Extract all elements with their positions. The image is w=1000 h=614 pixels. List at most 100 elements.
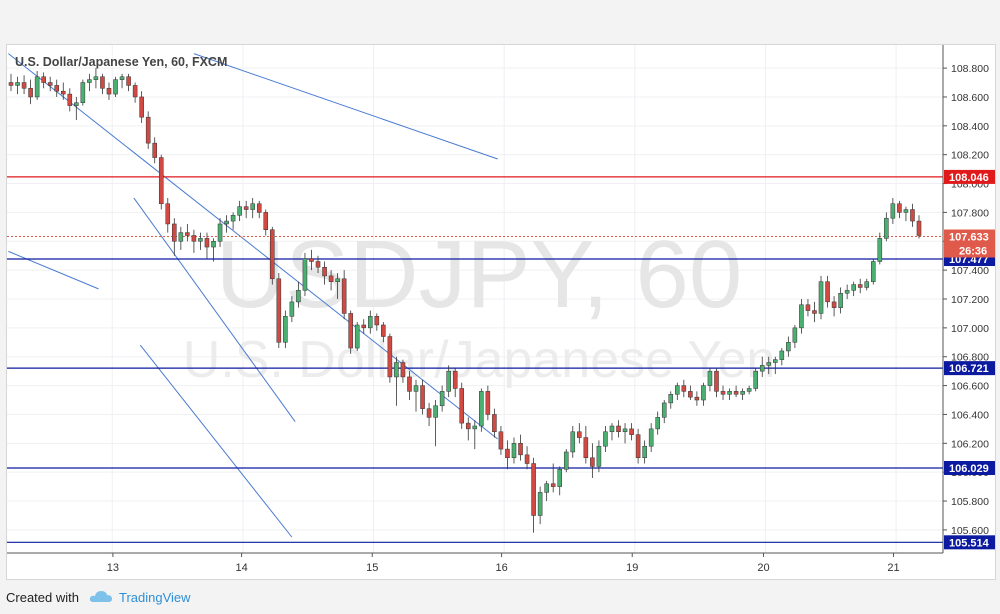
candle <box>707 368 713 392</box>
candle-body <box>28 88 33 98</box>
candle <box>550 463 556 493</box>
candle-body <box>433 405 438 418</box>
candle-body <box>531 463 536 516</box>
candle <box>844 284 850 299</box>
candle-body <box>544 483 549 493</box>
price-chart[interactable]: USDJPY, 60U.S. Dollar/Japanese Yen 108.8… <box>7 45 995 579</box>
candle <box>596 440 602 473</box>
footer: Created with TradingView <box>6 584 191 610</box>
trendline <box>8 53 498 440</box>
candle-body <box>400 362 406 378</box>
candle <box>675 382 680 401</box>
candle-body <box>256 203 262 213</box>
tradingview-link[interactable]: TradingView <box>118 589 191 605</box>
candle <box>165 197 171 233</box>
candle <box>230 212 236 230</box>
candle <box>328 270 334 291</box>
candle <box>661 400 667 424</box>
candle <box>890 197 896 224</box>
candle <box>47 76 53 92</box>
candle <box>263 209 269 236</box>
candle <box>361 319 367 334</box>
y-tick-label: 105.800 <box>951 496 989 508</box>
candle-body <box>675 385 680 395</box>
candle-body <box>296 290 301 303</box>
candle-body <box>805 304 811 311</box>
candle-body <box>211 241 216 248</box>
candle <box>34 70 40 100</box>
candle <box>407 371 412 401</box>
trendline <box>8 250 99 290</box>
candle <box>831 296 837 317</box>
candle-body <box>903 209 909 213</box>
candle-body <box>831 301 837 308</box>
candle-body <box>289 301 295 317</box>
y-tick-label: 106.200 <box>951 438 989 450</box>
candle-body <box>132 85 138 98</box>
candle-body <box>635 434 641 458</box>
candle-body <box>250 203 255 210</box>
cloud-icon <box>89 589 113 606</box>
x-tick-label: 21 <box>887 562 899 574</box>
candle <box>518 434 523 461</box>
candle <box>857 278 863 294</box>
candle <box>655 411 660 435</box>
candle <box>544 480 549 502</box>
candle <box>766 356 772 375</box>
candle <box>126 73 131 92</box>
candle <box>289 296 295 323</box>
y-tick-label: 107.000 <box>951 323 989 335</box>
candle <box>426 402 432 426</box>
y-tick-label: 108.600 <box>951 92 989 104</box>
candle-body <box>204 238 210 248</box>
candle-body <box>492 414 497 433</box>
candle-body <box>727 391 732 395</box>
candle-body <box>100 76 105 89</box>
candle-body <box>759 365 765 372</box>
candle-body <box>263 212 269 230</box>
candle-body <box>74 102 79 106</box>
candle-body <box>577 431 582 438</box>
candle <box>348 310 353 354</box>
level-label: 106.029 <box>949 463 989 475</box>
level-label: 106.721 <box>949 363 989 375</box>
candle-body <box>720 391 726 395</box>
candle <box>629 423 634 441</box>
candle-body <box>642 445 647 459</box>
candle <box>485 385 491 421</box>
candle-body <box>315 261 321 268</box>
candle-body <box>113 79 118 95</box>
candle <box>805 299 811 317</box>
candle <box>472 420 478 450</box>
watermark-symbol: USDJPY, 60 <box>216 221 743 328</box>
candle-body <box>165 203 171 225</box>
candle <box>28 79 33 105</box>
candle <box>681 379 687 398</box>
candle <box>256 200 262 219</box>
candle <box>452 368 458 398</box>
candle-body <box>230 215 236 222</box>
candle <box>779 348 785 366</box>
candle <box>276 273 282 349</box>
candle <box>446 365 451 398</box>
candle-body <box>825 281 830 303</box>
candle-body <box>877 238 883 262</box>
candle <box>21 75 27 95</box>
y-tick-label: 105.600 <box>951 525 989 537</box>
candle-body <box>237 206 242 216</box>
candle-body <box>413 385 419 392</box>
candle <box>335 273 340 299</box>
candle <box>420 379 425 415</box>
candle <box>714 368 719 398</box>
candle-body <box>172 223 177 242</box>
y-tick-label: 107.200 <box>951 294 989 306</box>
candle-body <box>335 278 340 282</box>
candle <box>172 218 177 256</box>
candle-body <box>648 428 654 447</box>
candle-body <box>361 324 367 329</box>
candle-body <box>276 278 282 343</box>
candle <box>132 82 138 103</box>
x-tick-label: 13 <box>107 562 119 574</box>
candle <box>158 154 164 210</box>
candle-body <box>583 437 589 458</box>
